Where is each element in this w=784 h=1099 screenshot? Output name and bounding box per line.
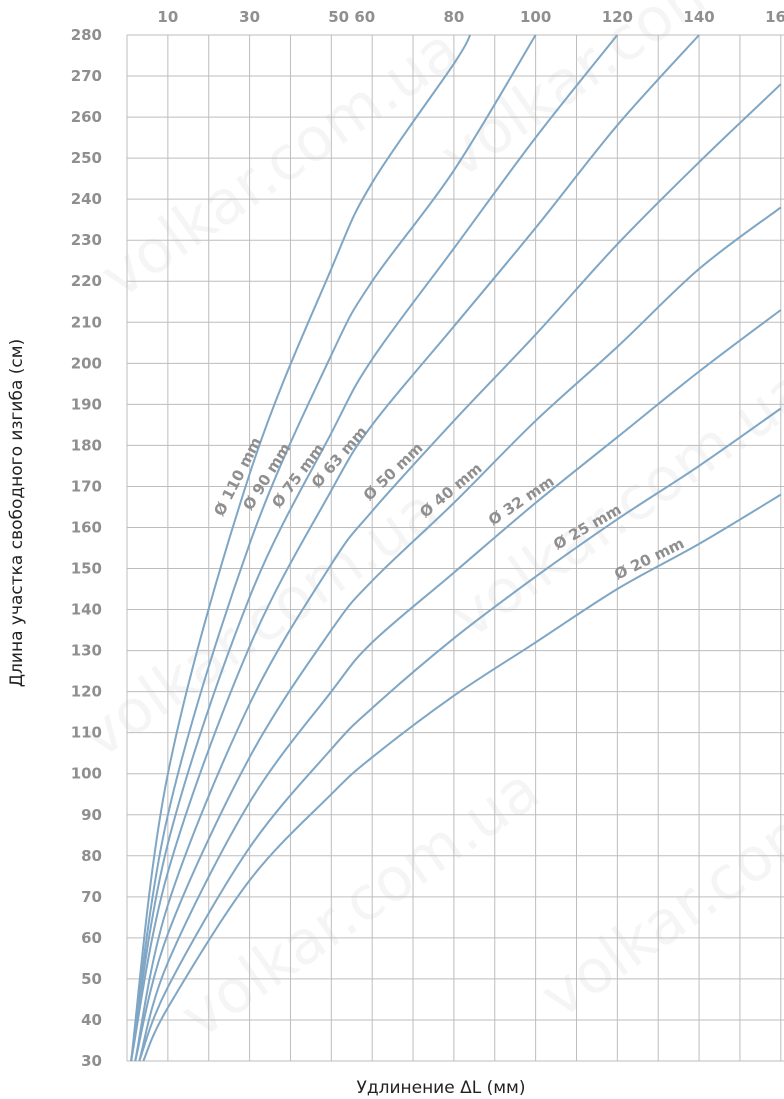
series-line xyxy=(138,407,782,1062)
series-labels: Ø 110 mmØ 90 mmØ 75 mmØ 63 mmØ 50 mmØ 40… xyxy=(210,423,687,584)
y-tick-label: 80 xyxy=(81,847,102,865)
y-tick-label: 100 xyxy=(71,765,102,783)
watermark-text: volkar.com.ua xyxy=(88,14,472,312)
x-tick-label: 120 xyxy=(602,8,633,26)
chart-grid xyxy=(126,34,784,1062)
y-tick-label: 170 xyxy=(71,477,102,495)
watermark-text: volkar.com.ua xyxy=(528,734,784,1032)
y-tick-label: 160 xyxy=(71,518,102,536)
series-line xyxy=(130,34,472,1062)
y-tick-label: 40 xyxy=(81,1011,102,1029)
y-tick-label: 230 xyxy=(71,231,102,249)
chart-series xyxy=(130,34,782,1062)
series-line xyxy=(138,309,782,1062)
y-tick-label: 240 xyxy=(71,190,102,208)
x-tick-label: 50 60 xyxy=(328,8,375,26)
y-tick-label: 210 xyxy=(71,313,102,331)
x-tick-label: 140 xyxy=(683,8,714,26)
y-tick-label: 280 xyxy=(71,26,102,44)
y-tick-label: 250 xyxy=(71,149,102,167)
series-line xyxy=(130,34,537,1062)
y-axis-label: Длина участка свободного изгиба (см) xyxy=(7,339,27,687)
y-tick-label: 120 xyxy=(71,683,102,701)
series-line xyxy=(134,83,782,1062)
y-tick-label: 60 xyxy=(81,929,102,947)
y-tick-label: 140 xyxy=(71,601,102,619)
x-tick-label: 10 xyxy=(157,8,178,26)
x-axis-label: Удлинение ΔL (мм) xyxy=(356,1078,525,1098)
x-tick-label: 80 xyxy=(443,8,464,26)
y-tick-label: 50 xyxy=(81,970,102,988)
y-tick-label: 260 xyxy=(71,108,102,126)
y-tick-label: 110 xyxy=(71,724,102,742)
y-tick-label: 270 xyxy=(71,67,102,85)
series-line xyxy=(130,34,619,1062)
y-tick-label: 200 xyxy=(71,354,102,372)
y-tick-label: 220 xyxy=(71,272,102,290)
x-tick-label: 160 xyxy=(765,8,784,26)
series-line xyxy=(134,206,782,1062)
series-label: Ø 40 mm xyxy=(416,459,485,521)
y-axis-ticks: 30 40 50 60 70 80 90 100 110 120 130 140 150 160 170 18… xyxy=(71,26,102,1070)
y-tick-label: 130 xyxy=(71,642,102,660)
y-tick-label: 150 xyxy=(71,560,102,578)
series-line xyxy=(142,493,782,1062)
y-tick-label: 190 xyxy=(71,395,102,413)
y-tick-label: 180 xyxy=(71,436,102,454)
watermark-text: volkar.com.ua xyxy=(428,0,784,192)
y-tick-label: 30 xyxy=(81,1052,102,1070)
x-axis-ticks: 10 30 50 60 80 100 120 140 160 xyxy=(157,8,784,26)
x-tick-label: 100 xyxy=(520,8,551,26)
series-line xyxy=(130,34,700,1062)
x-tick-label: 30 xyxy=(239,8,260,26)
y-tick-label: 90 xyxy=(81,806,102,824)
y-tick-label: 70 xyxy=(81,888,102,906)
